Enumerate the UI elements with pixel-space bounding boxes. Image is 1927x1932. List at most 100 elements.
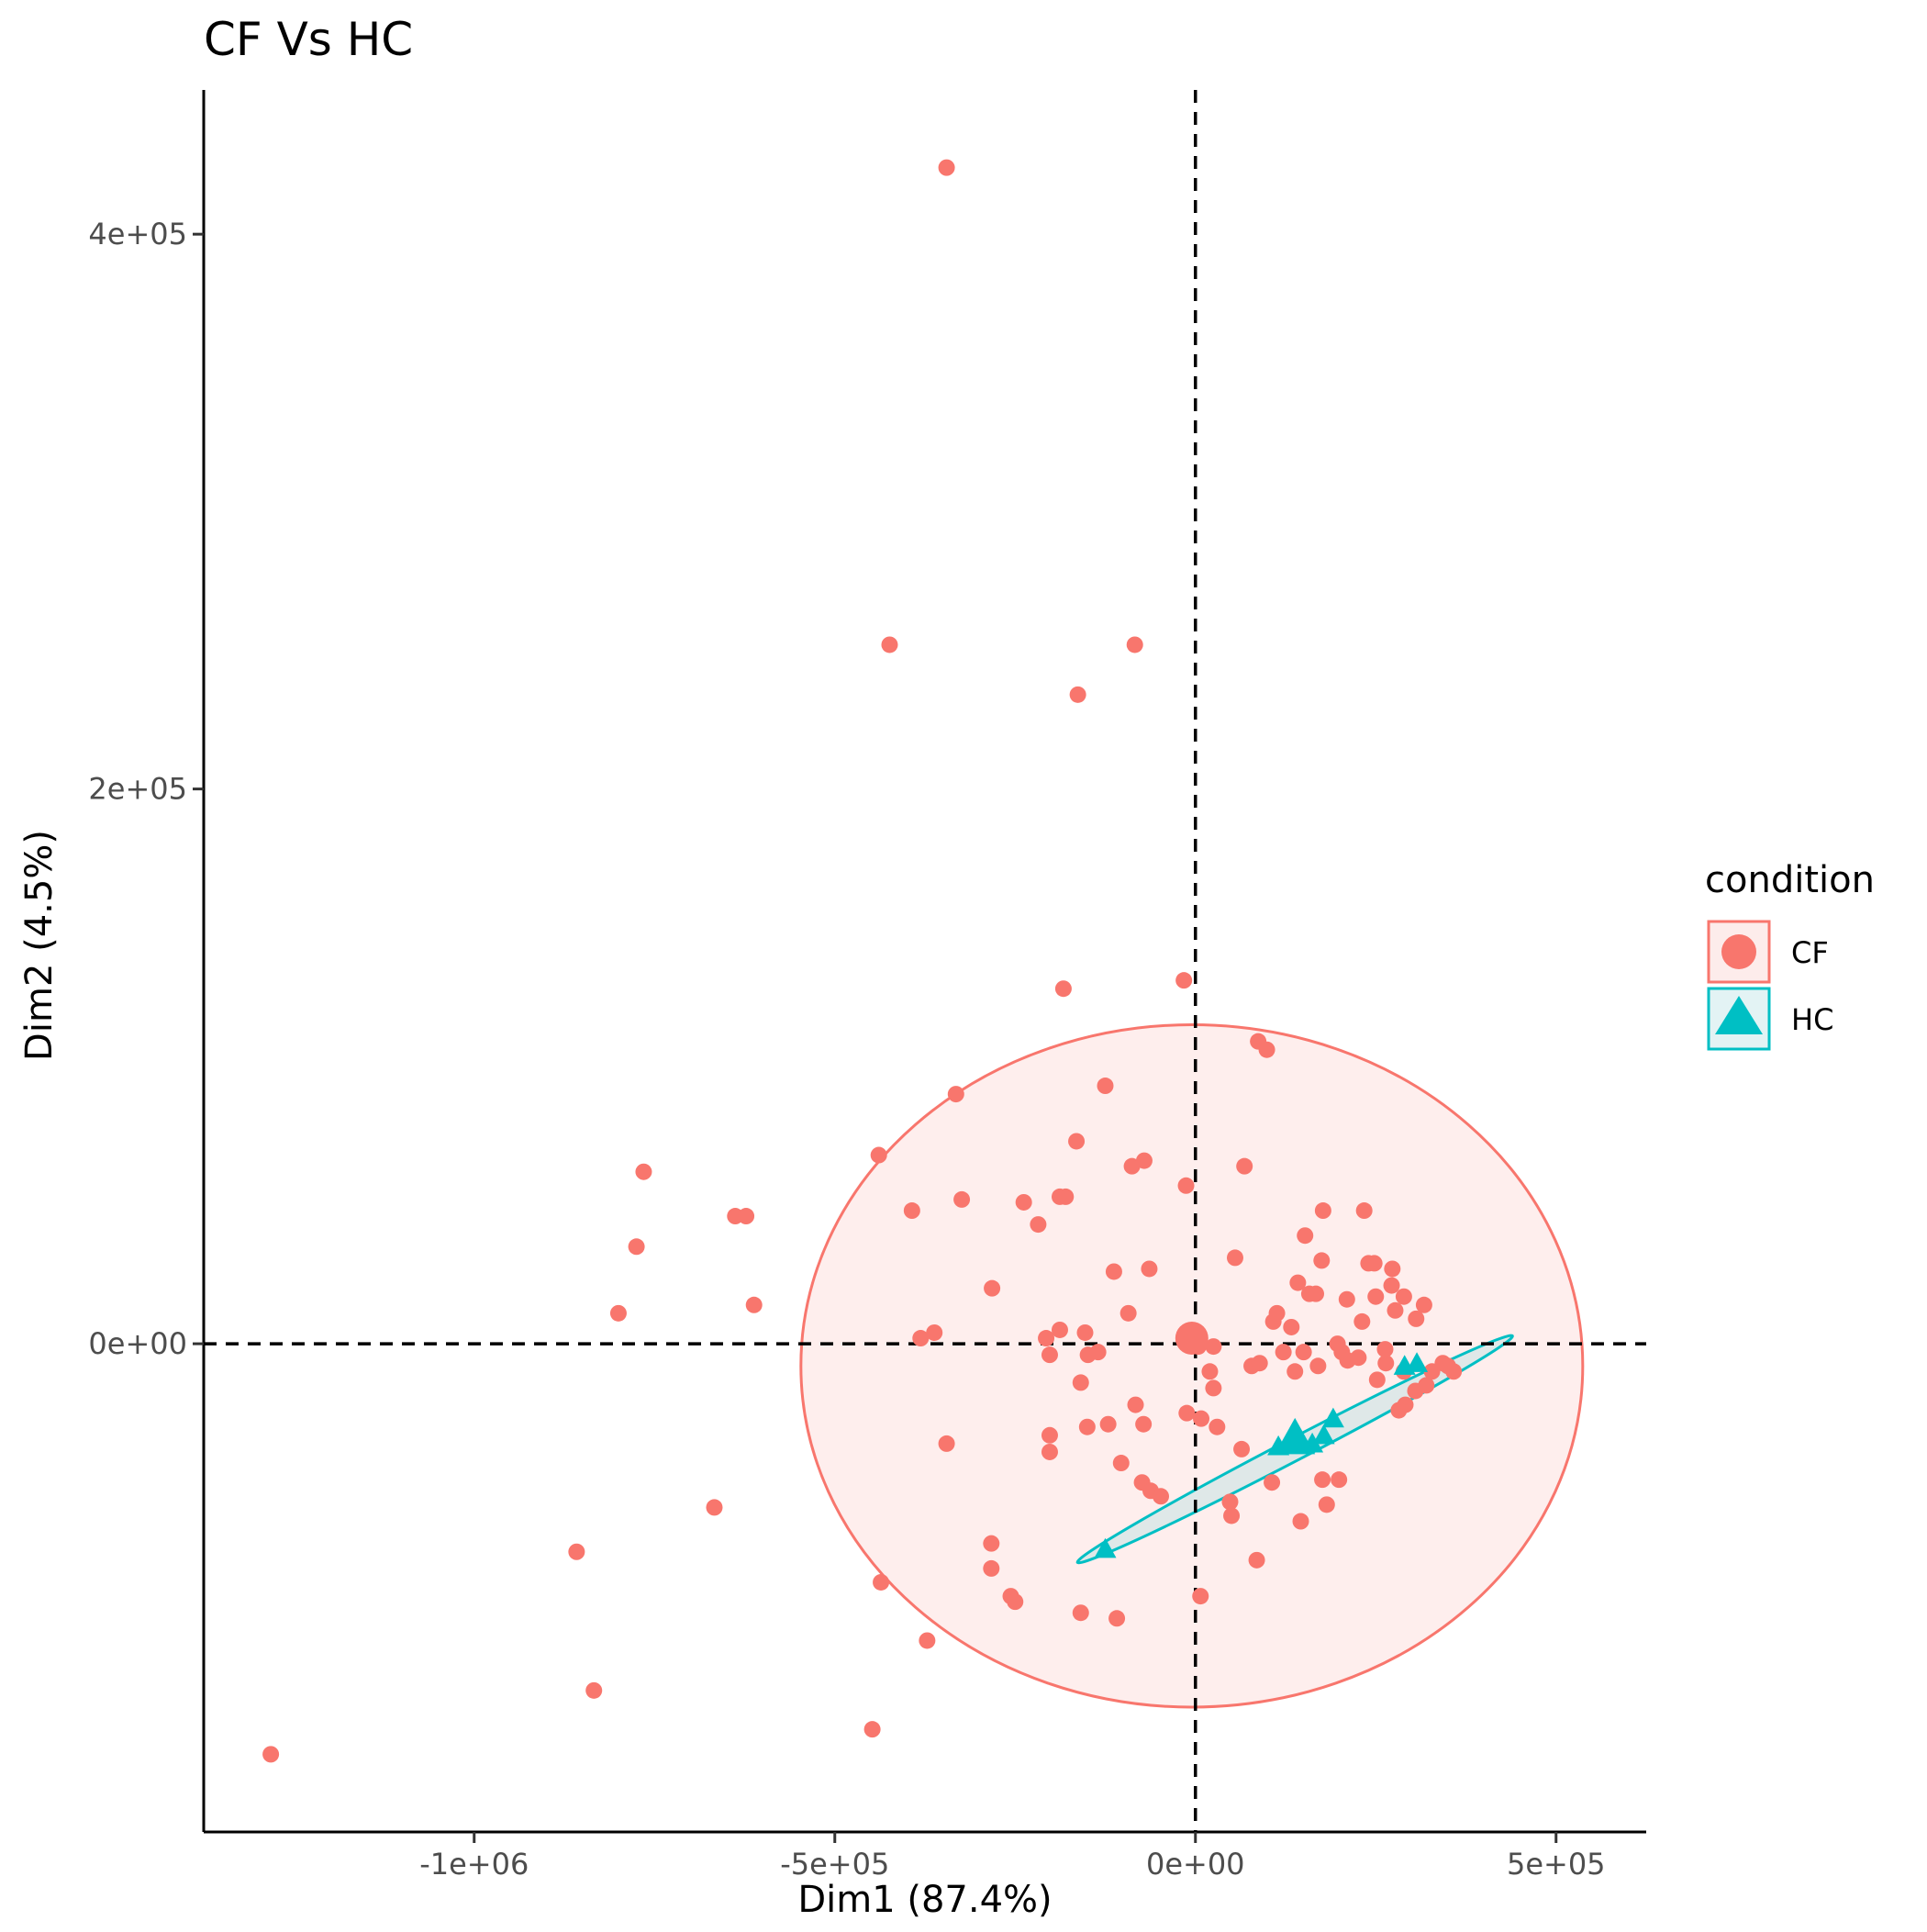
y-axis-title: Dim2 (4.5%) (18, 830, 61, 1061)
data-point-cf (1108, 1610, 1126, 1627)
data-point-cf (1178, 1404, 1196, 1422)
data-point-cf (1383, 1277, 1400, 1294)
y-tick-label: 4e+05 (88, 217, 187, 251)
data-point-cf (863, 1721, 881, 1738)
data-point-cf (262, 1746, 280, 1763)
data-point-cf (881, 636, 898, 653)
data-point-cf (1041, 1443, 1058, 1460)
data-point-hc (1094, 1537, 1117, 1558)
x-tick-label: 0e+00 (1146, 1847, 1245, 1882)
data-point-cf (1205, 1379, 1222, 1397)
data-point-cf (1076, 1323, 1094, 1341)
data-point-cf (1201, 1363, 1219, 1380)
data-point-cf (1126, 636, 1143, 653)
x-tick-label: -5e+05 (780, 1847, 889, 1882)
data-point-cf (1233, 1440, 1251, 1457)
data-point-cf (1041, 1426, 1058, 1444)
legend-item-cf: CF (1707, 920, 1829, 984)
data-point-cf (1387, 1301, 1404, 1319)
x-tick-label: 5e+05 (1507, 1847, 1606, 1882)
data-point-cf (1007, 1593, 1024, 1611)
data-point-cf (1057, 1188, 1075, 1205)
data-point-cf (983, 1559, 1000, 1577)
data-point-cf (1054, 980, 1072, 998)
data-point-cf (1384, 1260, 1401, 1278)
y-tick-label: 0e+00 (88, 1326, 187, 1361)
data-point-cf (1408, 1310, 1425, 1327)
data-point-cf (1314, 1471, 1331, 1489)
data-point-cf (1331, 1471, 1348, 1489)
data-point-cf (1209, 1418, 1226, 1435)
data-point-cf (1353, 1312, 1371, 1330)
ellipse-cf (799, 1023, 1585, 1709)
data-point-cf (984, 1279, 1001, 1297)
data-point-cf (873, 1573, 890, 1591)
data-point-cf (1221, 1493, 1239, 1511)
data-points (262, 159, 1463, 1763)
data-point-cf (1015, 1193, 1032, 1211)
data-point-cf (1365, 1255, 1383, 1272)
data-point-cf (1153, 1488, 1170, 1505)
data-point-cf (1119, 1304, 1137, 1322)
data-point-hc (1321, 1407, 1344, 1428)
data-point-cf (1105, 1263, 1122, 1280)
data-point-cf (1097, 1078, 1114, 1095)
data-point-cf (1445, 1363, 1463, 1380)
data-point-cf (1313, 1252, 1331, 1269)
x-axis-title: Dim1 (87.4%) (797, 1879, 1052, 1921)
circle-marker-icon (1721, 934, 1756, 969)
legend: condition CF HC (1705, 859, 1875, 1051)
data-point-cf (1318, 1496, 1335, 1513)
data-point-cf (1308, 1285, 1325, 1302)
data-point-cf (1112, 1455, 1130, 1472)
confidence-ellipses (799, 1023, 1585, 1709)
data-point-cf (1078, 1418, 1096, 1435)
data-point-cf (926, 1323, 943, 1341)
data-point-cf (1377, 1355, 1395, 1372)
data-point-cf (585, 1681, 603, 1699)
data-point-cf (1268, 1304, 1286, 1322)
data-point-cf (1141, 1260, 1158, 1278)
data-point-cf (745, 1296, 763, 1313)
data-point-cf (1355, 1202, 1373, 1220)
data-point-cf (568, 1543, 585, 1560)
data-point-cf (1295, 1344, 1312, 1361)
data-point-cf (628, 1238, 645, 1256)
data-point-cf (635, 1163, 652, 1180)
data-point-cf (1292, 1513, 1309, 1530)
data-point-cf (1175, 972, 1193, 989)
data-point-cf (1041, 1346, 1058, 1364)
data-point-cf (870, 1146, 887, 1164)
data-point-hc (1312, 1424, 1335, 1445)
data-point-cf (1418, 1377, 1435, 1394)
data-point-cf (1223, 1507, 1241, 1524)
data-point-cf (1415, 1296, 1432, 1313)
data-point-cf (1089, 1344, 1107, 1361)
legend-label-hc: HC (1791, 1002, 1833, 1037)
data-point-cf (1226, 1249, 1243, 1267)
data-point-cf (953, 1190, 971, 1208)
data-point-cf (1314, 1202, 1331, 1220)
centroid-cf (1175, 1322, 1209, 1356)
data-point-cf (706, 1499, 723, 1516)
centroid-hc (1275, 1417, 1316, 1455)
data-point-cf (1367, 1288, 1385, 1305)
data-point-cf (1135, 1152, 1153, 1169)
data-point-cf (1376, 1341, 1394, 1358)
data-point-cf (1068, 1133, 1086, 1150)
data-point-cf (938, 159, 955, 176)
data-point-cf (1177, 1177, 1195, 1194)
data-point-cf (1264, 1474, 1281, 1491)
data-point-cf (938, 1435, 955, 1452)
axes: -1e+06 -5e+05 0e+00 5e+05 0e+00 2e+05 4e+05 (88, 90, 1646, 1882)
data-point-cf (1248, 1551, 1265, 1569)
data-point-cf (919, 1632, 936, 1649)
data-point-cf (1368, 1371, 1386, 1389)
data-point-cf (1205, 1338, 1222, 1356)
data-point-cf (1395, 1288, 1412, 1305)
data-point-cf (1289, 1274, 1307, 1291)
data-point-cf (1127, 1396, 1144, 1413)
data-point-cf (1072, 1604, 1089, 1622)
